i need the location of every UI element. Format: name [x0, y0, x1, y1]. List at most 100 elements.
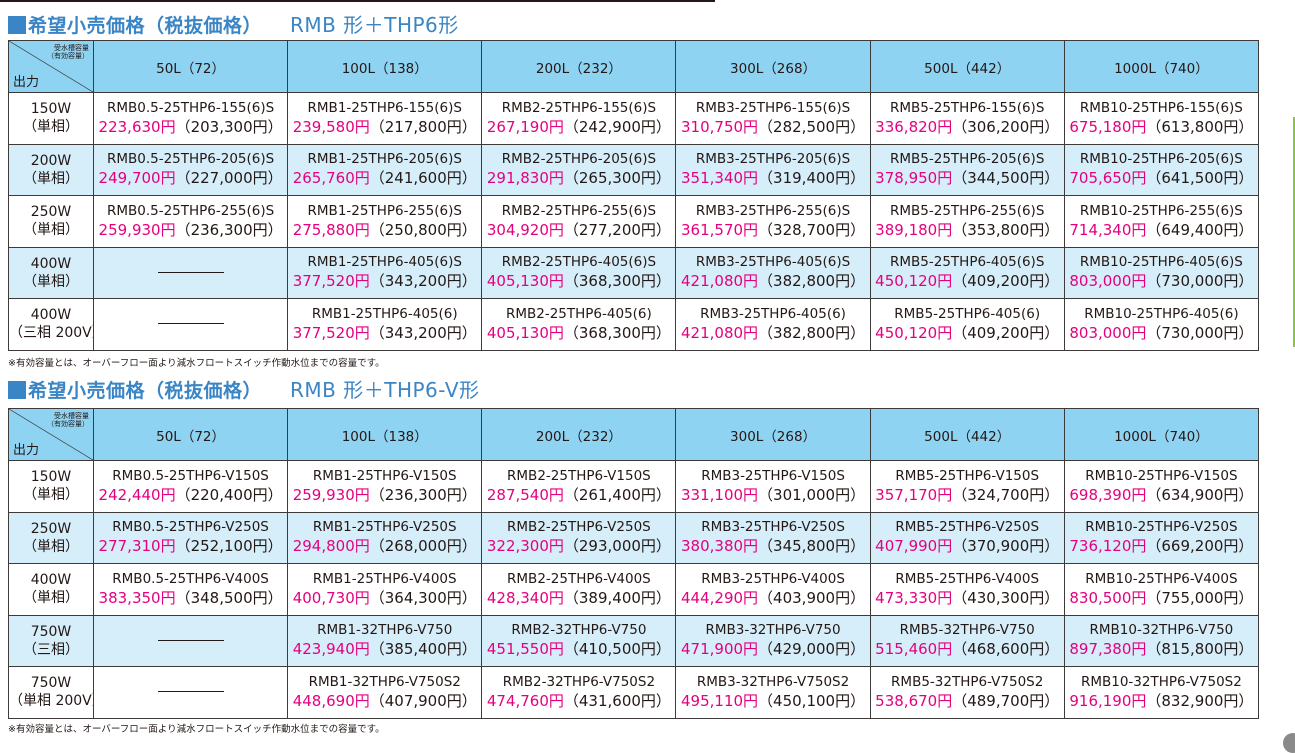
model-number: RMB5-32THP6-V750 — [899, 622, 1035, 639]
price-cell: RMB10-32THP6-V750S2 916,190円（832,900円） — [1063, 666, 1260, 719]
column-header: 500L（442） — [869, 408, 1065, 461]
price-excl-tax: （252,100円） — [175, 537, 283, 556]
column-header: 100L（138） — [287, 40, 483, 93]
header-row: 受水槽容量 （有効容量） 出力 50L（72） 100L（138） 200L（232） 30… — [8, 40, 1260, 93]
price-excl-tax: （343,200円） — [369, 323, 477, 342]
model-number: RMB3-32THP6-V750 — [705, 622, 841, 639]
retail-price: 473,330円 — [875, 588, 953, 607]
output-cell: 150W （単相） — [8, 460, 94, 513]
model-number: RMB10-25THP6-155(6)S — [1079, 99, 1243, 116]
price-excl-tax: （242,900円） — [563, 117, 671, 136]
not-available-dash — [157, 639, 224, 641]
retail-price: 322,300円 — [486, 537, 564, 556]
price-excl-tax: （364,300円） — [369, 588, 477, 607]
model-number: RMB10-32THP6-V750 — [1089, 622, 1234, 639]
price-cell: RMB10-25THP6-V150S 698,390円（634,900円） — [1063, 460, 1260, 513]
price-excl-tax: （261,400円） — [563, 485, 671, 504]
price-excl-tax: （613,800円） — [1146, 117, 1254, 136]
model-number: RMB5-25THP6-V150S — [895, 467, 1040, 484]
price-excl-tax: （649,400円） — [1146, 220, 1254, 239]
phase: （単相） — [23, 590, 79, 607]
price-excl-tax: （236,300円） — [175, 220, 283, 239]
header-row: 受水槽容量 （有効容量） 出力 50L（72） 100L（138） 200L（232） 30… — [8, 408, 1260, 461]
price-cell: RMB2-25THP6-155(6)S 267,190円（242,900円） — [481, 92, 677, 145]
output-watt: 400W — [30, 307, 72, 324]
model-number: RMB0.5-25THP6-205(6)S — [106, 151, 275, 168]
price-cell: RMB3-25THP6-405(6)S 421,080円（382,800円） — [675, 246, 871, 299]
retail-price: 377,520円 — [292, 272, 370, 291]
price-cell: RMB3-32THP6-V750S2 495,110円（450,100円） — [675, 666, 871, 719]
model-number: RMB1-25THP6-V150S — [312, 467, 457, 484]
output-watt: 750W — [30, 675, 72, 692]
price-cell: RMB10-25THP6-405(6) 803,000円（730,000円） — [1063, 298, 1260, 351]
price-excl-tax: （368,300円） — [563, 272, 671, 291]
phase: （単相） — [23, 222, 79, 239]
model-number: RMB5-25THP6-405(6)S — [890, 254, 1045, 271]
effective-capacity-label: （有効容量） — [47, 420, 89, 428]
title-model: RMB 形＋THP6形 — [290, 13, 459, 37]
price-cell: RMB3-25THP6-V250S 380,380円（345,800円） — [675, 511, 871, 564]
price-excl-tax: （348,500円） — [175, 588, 283, 607]
price-cell: RMB5-25THP6-405(6)S 450,120円（409,200円） — [869, 246, 1065, 299]
output-cell: 750W （三相） — [8, 614, 94, 667]
price-cell: RMB1-25THP6-405(6) 377,520円（343,200円） — [287, 298, 483, 351]
price-cell: RMB2-25THP6-V250S 322,300円（293,000円） — [481, 511, 677, 564]
retail-price: 304,920円 — [486, 220, 564, 239]
price-cell: RMB10-32THP6-V750 897,380円（815,800円） — [1063, 614, 1260, 667]
retail-price: 423,940円 — [292, 640, 370, 659]
model-number: RMB1-32THP6-V750 — [317, 622, 453, 639]
model-number: RMB2-25THP6-155(6)S — [501, 99, 657, 116]
price-cell: RMB2-32THP6-V750 451,550円（410,500円） — [481, 614, 677, 667]
price-excl-tax: （241,600円） — [369, 169, 477, 188]
price-excl-tax: （431,600円） — [563, 691, 671, 710]
table-row: 150W （単相） RMB0.5-25THP6-155(6)S 223,630円（20… — [8, 92, 1260, 145]
table-row: 150W （単相） RMB0.5-25THP6-V150S 242,440円（220,… — [8, 460, 1260, 513]
price-cell: RMB5-25THP6-155(6)S 336,820円（306,200円） — [869, 92, 1065, 145]
price-excl-tax: （409,200円） — [952, 272, 1060, 291]
model-number: RMB3-25THP6-V400S — [701, 570, 845, 587]
model-number: RMB10-25THP6-V150S — [1085, 467, 1238, 484]
price-excl-tax: （382,800円） — [758, 323, 866, 342]
output-watt: 250W — [30, 204, 72, 221]
price-excl-tax: （669,200円） — [1146, 537, 1254, 556]
model-number: RMB1-25THP6-205(6)S — [307, 151, 462, 168]
model-number: RMB5-32THP6-V750S2 — [891, 673, 1044, 690]
model-number: RMB1-25THP6-405(6)S — [307, 254, 462, 271]
price-cell-empty — [92, 246, 289, 299]
model-number: RMB3-32THP6-V750S2 — [696, 673, 850, 690]
price-excl-tax: （345,800円） — [758, 537, 866, 556]
price-excl-tax: （430,300円） — [952, 588, 1060, 607]
section-title: 希望小売価格（税抜価格） RMB 形＋THP6-V形 — [8, 374, 480, 403]
retail-price: 474,760円 — [486, 691, 564, 710]
price-table: 受水槽容量 （有効容量） 出力 50L（72） 100L（138） 200L（232） 30… — [8, 40, 1260, 351]
price-excl-tax: （344,500円） — [952, 169, 1060, 188]
price-excl-tax: （730,000円） — [1146, 272, 1254, 291]
model-number: RMB5-25THP6-V400S — [895, 570, 1040, 587]
price-cell-empty — [92, 614, 289, 667]
not-available-dash — [157, 271, 224, 273]
model-number: RMB10-25THP6-V400S — [1085, 570, 1238, 587]
retail-price: 378,950円 — [875, 169, 953, 188]
price-excl-tax: （227,000円） — [175, 169, 283, 188]
model-number: RMB2-25THP6-V250S — [507, 519, 651, 536]
retail-price: 336,820円 — [875, 117, 953, 136]
price-excl-tax: （370,900円） — [952, 537, 1060, 556]
price-excl-tax: （353,800円） — [952, 220, 1060, 239]
title-main: 希望小売価格（税抜価格） — [28, 380, 263, 402]
price-cell: RMB10-25THP6-155(6)S 675,180円（613,800円） — [1063, 92, 1260, 145]
column-header: 500L（442） — [869, 40, 1065, 93]
column-header: 200L（232） — [481, 40, 677, 93]
phase: （単相） — [23, 170, 79, 187]
side-accent-bar — [1293, 117, 1295, 347]
model-number: RMB1-25THP6-155(6)S — [307, 99, 462, 116]
price-cell: RMB10-25THP6-255(6)S 714,340円（649,400円） — [1063, 195, 1260, 248]
output-cell: 750W（単相 200V） — [8, 666, 94, 719]
column-header: 1000L（740） — [1063, 40, 1260, 93]
retail-price: 275,880円 — [292, 220, 370, 239]
square-bullet-icon — [8, 16, 26, 34]
price-excl-tax: （403,900円） — [758, 588, 866, 607]
table-row: 250W （単相） RMB0.5-25THP6-255(6)S 259,930円（23… — [8, 195, 1260, 248]
price-cell: RMB2-32THP6-V750S2 474,760円（431,600円） — [481, 666, 677, 719]
retail-price: 495,110円 — [681, 691, 759, 710]
price-cell: RMB5-25THP6-205(6)S 378,950円（344,500円） — [869, 143, 1065, 196]
